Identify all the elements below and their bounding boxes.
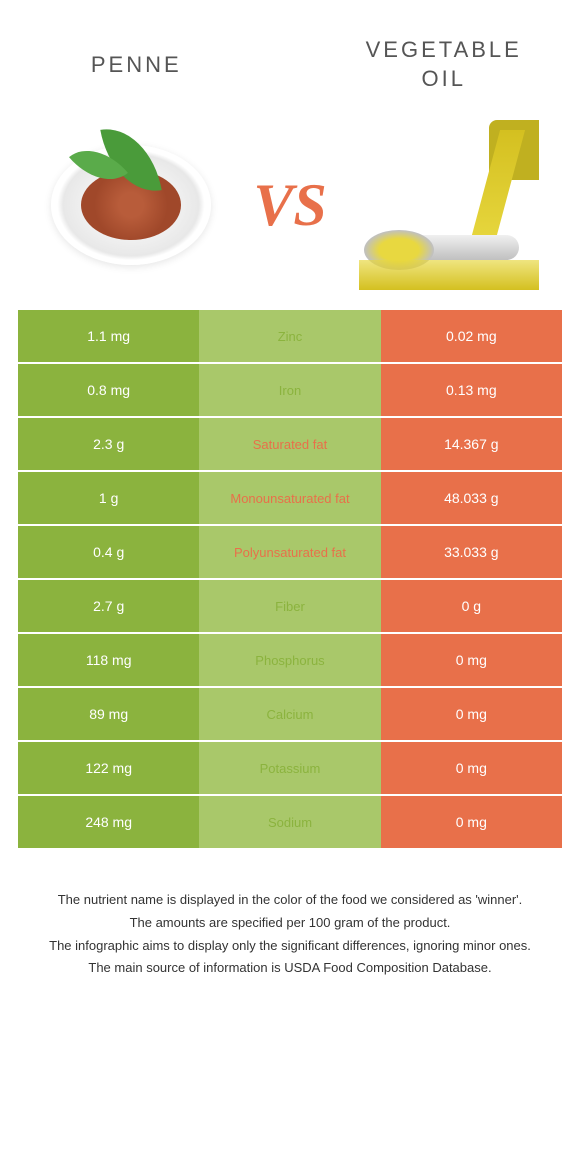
cell-left-value: 118 mg [18, 634, 199, 686]
table-row: 0.8 mgIron0.13 mg [18, 364, 562, 418]
table-row: 1.1 mgZinc0.02 mg [18, 310, 562, 364]
cell-right-value: 0.13 mg [381, 364, 562, 416]
table-row: 122 mgPotassium0 mg [18, 742, 562, 796]
table-row: 2.7 gFiber0 g [18, 580, 562, 634]
cell-nutrient-label: Saturated fat [199, 418, 380, 470]
title-right-line2: OIL [421, 66, 465, 91]
footer-notes: The nutrient name is displayed in the co… [18, 890, 562, 979]
cell-nutrient-label: Fiber [199, 580, 380, 632]
oil-pour-icon [359, 120, 539, 290]
table-row: 0.4 gPolyunsaturated fat33.033 g [18, 526, 562, 580]
cell-right-value: 0 mg [381, 634, 562, 686]
table-row: 89 mgCalcium0 mg [18, 688, 562, 742]
cell-nutrient-label: Sodium [199, 796, 380, 848]
comparison-table: 1.1 mgZinc0.02 mg0.8 mgIron0.13 mg2.3 gS… [18, 310, 562, 850]
table-row: 2.3 gSaturated fat14.367 g [18, 418, 562, 472]
cell-right-value: 0 mg [381, 742, 562, 794]
cell-left-value: 2.7 g [18, 580, 199, 632]
cell-left-value: 0.4 g [18, 526, 199, 578]
footer-line: The nutrient name is displayed in the co… [38, 890, 542, 911]
infographic-container: PENNE VEGETABLE OIL VS 1.1 mgZinc0.0 [0, 0, 580, 1001]
cell-nutrient-label: Iron [199, 364, 380, 416]
cell-right-value: 48.033 g [381, 472, 562, 524]
cell-right-value: 14.367 g [381, 418, 562, 470]
vs-label: VS [243, 171, 336, 240]
cell-right-value: 33.033 g [381, 526, 562, 578]
title-right: VEGETABLE OIL [325, 36, 562, 93]
cell-nutrient-label: Potassium [199, 742, 380, 794]
cell-nutrient-label: Monounsaturated fat [199, 472, 380, 524]
footer-line: The amounts are specified per 100 gram o… [38, 913, 542, 934]
image-left [18, 145, 243, 265]
table-row: 1 gMonounsaturated fat48.033 g [18, 472, 562, 526]
cell-nutrient-label: Polyunsaturated fat [199, 526, 380, 578]
table-row: 248 mgSodium0 mg [18, 796, 562, 850]
cell-left-value: 0.8 mg [18, 364, 199, 416]
cell-left-value: 2.3 g [18, 418, 199, 470]
cell-left-value: 248 mg [18, 796, 199, 848]
penne-plate-icon [51, 145, 211, 265]
cell-nutrient-label: Calcium [199, 688, 380, 740]
cell-left-value: 89 mg [18, 688, 199, 740]
cell-nutrient-label: Phosphorus [199, 634, 380, 686]
title-left: PENNE [18, 52, 255, 78]
table-row: 118 mgPhosphorus0 mg [18, 634, 562, 688]
cell-right-value: 0 mg [381, 796, 562, 848]
cell-right-value: 0 mg [381, 688, 562, 740]
image-right [337, 120, 562, 290]
cell-left-value: 122 mg [18, 742, 199, 794]
cell-left-value: 1 g [18, 472, 199, 524]
header-row: PENNE VEGETABLE OIL [18, 20, 562, 110]
images-row: VS [18, 120, 562, 290]
cell-right-value: 0.02 mg [381, 310, 562, 362]
cell-left-value: 1.1 mg [18, 310, 199, 362]
cell-right-value: 0 g [381, 580, 562, 632]
footer-line: The infographic aims to display only the… [38, 936, 542, 957]
footer-line: The main source of information is USDA F… [38, 958, 542, 979]
cell-nutrient-label: Zinc [199, 310, 380, 362]
title-right-line1: VEGETABLE [366, 37, 522, 62]
